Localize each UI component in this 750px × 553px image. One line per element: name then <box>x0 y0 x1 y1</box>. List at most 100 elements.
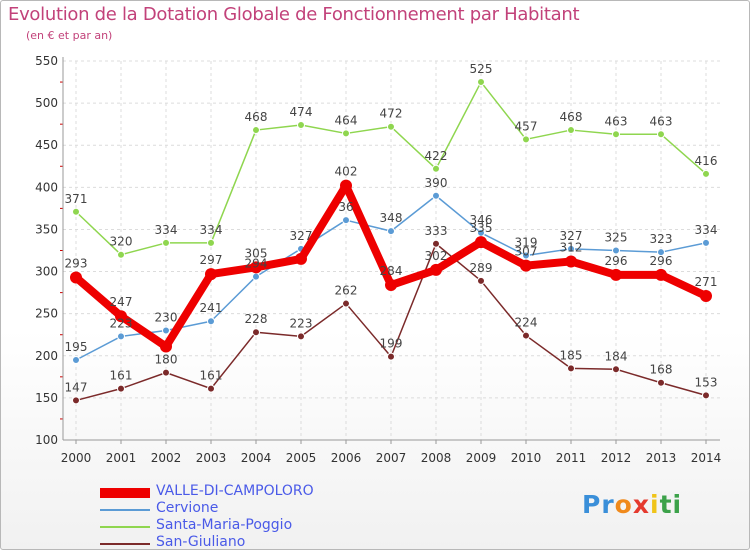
data-point-valle-di-campoloro <box>655 268 667 281</box>
y-tick-label: 500 <box>35 96 58 110</box>
data-label-cervione: 346 <box>470 213 493 227</box>
y-tick-label: 450 <box>35 138 58 152</box>
data-label-santa-maria-poggio: 320 <box>110 235 133 249</box>
y-tick-label: 550 <box>35 54 58 68</box>
data-point-cervione <box>342 216 350 225</box>
data-label-valle-di-campoloro: 305 <box>245 246 268 260</box>
x-tick-label: 2002 <box>151 451 182 465</box>
logo-letter: i <box>650 490 660 519</box>
x-tick-label: 2005 <box>286 451 317 465</box>
x-tick-label: 2003 <box>196 451 227 465</box>
data-label-cervione: 323 <box>650 232 673 246</box>
data-label-cervione: 223 <box>110 316 133 330</box>
logo-letter: o <box>614 490 633 519</box>
data-label-valle-di-campoloro: 247 <box>110 295 133 309</box>
data-label-santa-maria-poggio: 525 <box>470 62 493 76</box>
data-point-valle-di-campoloro <box>385 279 397 292</box>
data-point-san-giuliano <box>522 331 530 340</box>
data-point-santa-maria-poggio <box>342 129 350 138</box>
x-tick-label: 2007 <box>376 451 407 465</box>
x-tick-label: 2014 <box>691 451 722 465</box>
data-label-valle-di-campoloro: 302 <box>425 249 448 263</box>
data-point-santa-maria-poggio <box>477 78 485 87</box>
data-label-santa-maria-poggio: 468 <box>245 110 268 124</box>
data-label-cervione: 327 <box>560 229 583 243</box>
data-label-cervione: 319 <box>515 236 538 250</box>
data-point-valle-di-campoloro <box>70 271 82 284</box>
data-label-san-giuliano: 180 <box>155 353 178 367</box>
chart-title: Evolution de la Dotation Globale de Fonc… <box>8 4 580 25</box>
data-point-san-giuliano <box>657 378 665 387</box>
legend-swatch-valle-di-campoloro <box>100 488 150 498</box>
data-point-valle-di-campoloro <box>160 340 172 353</box>
data-label-san-giuliano: 147 <box>65 380 88 394</box>
data-label-san-giuliano: 168 <box>650 363 673 377</box>
data-point-santa-maria-poggio <box>432 164 440 173</box>
data-point-santa-maria-poggio <box>297 121 305 130</box>
logo-letter: t <box>659 490 673 519</box>
data-point-cervione <box>567 244 575 253</box>
data-label-san-giuliano: 153 <box>695 375 718 389</box>
data-point-san-giuliano <box>252 328 260 337</box>
data-point-valle-di-campoloro <box>340 179 352 192</box>
data-point-valle-di-campoloro <box>205 268 217 281</box>
data-label-valle-di-campoloro: 312 <box>560 240 583 254</box>
data-point-valle-di-campoloro <box>520 259 532 272</box>
data-label-cervione: 348 <box>380 211 403 225</box>
data-label-cervione: 241 <box>200 301 223 315</box>
x-tick-label: 2011 <box>556 451 587 465</box>
data-point-santa-maria-poggio <box>612 130 620 139</box>
data-point-san-giuliano <box>162 368 170 377</box>
data-label-cervione: 390 <box>425 176 448 190</box>
data-point-san-giuliano <box>207 384 215 393</box>
data-point-valle-di-campoloro <box>475 236 487 249</box>
data-point-san-giuliano <box>297 332 305 341</box>
data-point-san-giuliano <box>342 299 350 308</box>
data-point-san-giuliano <box>612 365 620 374</box>
logo-letter: x <box>632 490 650 519</box>
x-tick-label: 2010 <box>511 451 542 465</box>
x-tick-label: 2013 <box>646 451 677 465</box>
data-label-san-giuliano: 223 <box>290 316 313 330</box>
data-point-santa-maria-poggio <box>117 250 125 259</box>
data-label-valle-di-campoloro: 284 <box>380 264 403 278</box>
data-label-santa-maria-poggio: 416 <box>695 154 718 168</box>
legend-swatch-santa-maria-poggio <box>100 526 150 528</box>
data-label-santa-maria-poggio: 463 <box>650 114 673 128</box>
data-label-cervione: 327 <box>290 229 313 243</box>
data-label-san-giuliano: 333 <box>425 224 448 238</box>
data-label-valle-di-campoloro: 296 <box>605 254 628 268</box>
data-point-valle-di-campoloro <box>115 310 127 323</box>
data-label-santa-maria-poggio: 334 <box>200 223 223 237</box>
logo-letter: i <box>672 490 683 519</box>
data-label-valle-di-campoloro: 307 <box>515 245 538 259</box>
data-label-san-giuliano: 262 <box>335 284 358 298</box>
y-tick-label: 250 <box>35 307 58 321</box>
data-label-san-giuliano: 161 <box>110 369 133 383</box>
data-point-santa-maria-poggio <box>387 122 395 131</box>
data-point-santa-maria-poggio <box>207 238 215 247</box>
data-point-valle-di-campoloro <box>430 263 442 276</box>
data-point-san-giuliano <box>567 364 575 373</box>
data-point-cervione <box>207 317 215 326</box>
data-label-santa-maria-poggio: 468 <box>560 110 583 124</box>
data-label-santa-maria-poggio: 457 <box>515 119 538 133</box>
data-label-santa-maria-poggio: 474 <box>290 105 313 119</box>
legend-label-santa-maria-poggio: Santa-Maria-Poggio <box>156 517 293 533</box>
data-label-valle-di-campoloro: 271 <box>695 275 718 289</box>
data-point-cervione <box>162 326 170 335</box>
data-label-santa-maria-poggio: 371 <box>65 192 88 206</box>
data-point-santa-maria-poggio <box>72 207 80 216</box>
y-tick-label: 400 <box>35 180 58 194</box>
x-tick-label: 2004 <box>241 451 272 465</box>
data-point-san-giuliano <box>432 239 440 248</box>
data-point-valle-di-campoloro <box>700 289 712 302</box>
proxiti-logo: Proxiti <box>582 490 682 519</box>
data-point-cervione <box>387 227 395 236</box>
data-label-santa-maria-poggio: 463 <box>605 114 628 128</box>
data-point-valle-di-campoloro <box>295 252 307 265</box>
data-point-cervione <box>252 272 260 281</box>
y-tick-label: 200 <box>35 349 58 363</box>
data-point-valle-di-campoloro <box>565 255 577 268</box>
